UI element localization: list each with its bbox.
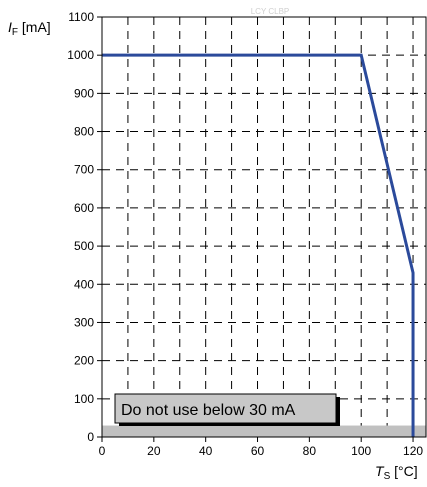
x-tick-label: 60	[251, 444, 265, 458]
y-tick-label: 100	[74, 392, 94, 406]
x-tick-label: 20	[147, 444, 161, 458]
grid	[102, 17, 426, 437]
x-tick-label: 0	[99, 444, 106, 458]
y-tick-label: 800	[74, 125, 94, 139]
y-tick-label: 300	[74, 315, 94, 329]
y-tick-label: 1000	[67, 48, 94, 62]
y-tick-label: 500	[74, 239, 94, 253]
annotation-box	[114, 393, 337, 424]
series-line	[102, 53, 415, 437]
below-30ma-band	[102, 425, 426, 437]
series-group	[102, 53, 415, 437]
x-tick-label: 40	[199, 444, 213, 458]
y-tick-label: 900	[74, 86, 94, 100]
x-tick-label: 100	[351, 444, 371, 458]
x-tick-label: 120	[403, 444, 423, 458]
x-tick-label: 80	[303, 444, 317, 458]
y-tick-label: 1100	[68, 10, 94, 24]
annotation: Do not use below 30 mA	[114, 393, 340, 426]
y-axis-label: IF [mA]	[8, 19, 51, 38]
y-tick-label: 0	[87, 430, 94, 444]
y-tick-label: 600	[74, 201, 94, 215]
y-axis: 0 100 200 300 400 500 600 700 800 900 1000 1100	[67, 10, 102, 444]
x-axis: 0 20 40 60 80 100 120	[99, 437, 423, 458]
y-tick-label: 400	[74, 277, 94, 291]
watermark: LCY CLBP	[251, 7, 290, 16]
annotation-text: Do not use below 30 mA	[121, 402, 296, 419]
y-tick-label: 200	[74, 354, 94, 368]
plot-frame	[101, 16, 427, 438]
x-axis-label: TS [°C]	[375, 463, 418, 482]
y-tick-label: 700	[74, 163, 94, 177]
